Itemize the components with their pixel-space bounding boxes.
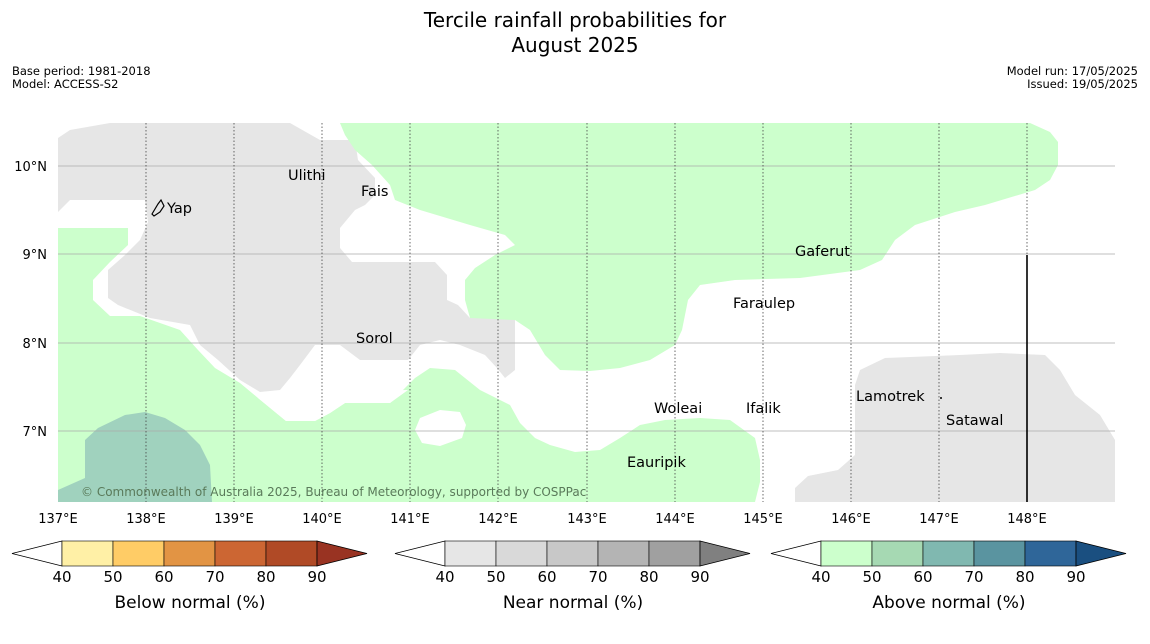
lon-label: 141°E bbox=[390, 512, 430, 527]
colorbar-tick-label: 90 bbox=[1066, 568, 1086, 586]
map-title: Tercile rainfall probabilities for Augus… bbox=[0, 8, 1150, 58]
colorbar-near-normal bbox=[394, 540, 751, 567]
lon-label: 137°E bbox=[38, 512, 78, 527]
lon-label: 143°E bbox=[567, 512, 607, 527]
colorbar-segment bbox=[214, 540, 267, 567]
place-label-fais: Fais bbox=[361, 184, 388, 200]
colorbar-extend-low bbox=[394, 540, 446, 567]
colorbar-segment bbox=[444, 540, 497, 567]
colorbar-tick-label: 60 bbox=[154, 568, 174, 586]
colorbar-tick-label: 40 bbox=[52, 568, 72, 586]
colorbar-tick-label: 80 bbox=[256, 568, 276, 586]
lon-label: 140°E bbox=[302, 512, 342, 527]
colorbar-segment bbox=[1024, 540, 1077, 567]
lon-label: 147°E bbox=[919, 512, 959, 527]
place-label-ifalik: Ifalik bbox=[746, 401, 781, 417]
base-period: Base period: 1981-2018 bbox=[12, 64, 151, 78]
lon-label: 144°E bbox=[655, 512, 695, 527]
lon-label: 145°E bbox=[743, 512, 783, 527]
issued-date: Issued: 19/05/2025 bbox=[1027, 77, 1138, 91]
lat-labels: 10°N 9°N 8°N 7°N bbox=[14, 160, 47, 440]
colorbar-tick-label: 80 bbox=[639, 568, 659, 586]
yap-island-shape bbox=[151, 198, 165, 217]
colorbar-tick-label: 70 bbox=[588, 568, 608, 586]
white-region-island bbox=[415, 410, 466, 446]
colorbar-segment bbox=[922, 540, 975, 567]
colorbar-tick-label: 40 bbox=[435, 568, 455, 586]
colorbar-above-normal bbox=[770, 540, 1127, 567]
lat-label: 9°N bbox=[23, 248, 48, 263]
colorbar-segment bbox=[820, 540, 873, 567]
map-area bbox=[58, 123, 1115, 502]
near-normal-region-west bbox=[58, 123, 515, 392]
below-normal-label: Below normal (%) bbox=[114, 593, 266, 613]
colorbar-tick-label: 70 bbox=[964, 568, 984, 586]
island-dot bbox=[940, 397, 942, 399]
colorbar-tick-label: 60 bbox=[537, 568, 557, 586]
white-region-south bbox=[258, 390, 408, 421]
lon-label: 142°E bbox=[478, 512, 518, 527]
lat-label: 10°N bbox=[14, 160, 47, 175]
colorbar-extend-low bbox=[770, 540, 822, 567]
colorbar-tick-label: 50 bbox=[486, 568, 506, 586]
near-normal-label: Near normal (%) bbox=[502, 593, 644, 613]
lon-labels: 137°E 138°E 139°E 140°E 141°E 142°E 143°… bbox=[38, 512, 1047, 527]
colorbar-tick-label: 80 bbox=[1015, 568, 1035, 586]
lon-label: 138°E bbox=[126, 512, 166, 527]
colorbar-segment bbox=[871, 540, 924, 567]
colorbar-segment bbox=[495, 540, 548, 567]
place-label-gaferut: Gaferut bbox=[795, 244, 850, 260]
lat-label: 8°N bbox=[23, 337, 48, 352]
place-label-ulithi: Ulithi bbox=[288, 168, 326, 184]
colorbar-extend-low bbox=[11, 540, 63, 567]
place-label-satawal: Satawal bbox=[946, 413, 1003, 429]
faraulep-island-shape bbox=[727, 332, 731, 335]
lat-label: 7°N bbox=[23, 425, 48, 440]
above-normal-region-south-west bbox=[58, 228, 760, 502]
copyright-text: © Commonwealth of Australia 2025, Bureau… bbox=[81, 485, 586, 499]
colorbar-segment bbox=[546, 540, 599, 567]
near-normal-region-east bbox=[795, 353, 1115, 502]
meta-right: Model run: 17/05/2025 Issued: 19/05/2025 bbox=[1007, 65, 1138, 91]
colorbar-tick-label: 90 bbox=[690, 568, 710, 586]
place-label-woleai: Woleai bbox=[654, 401, 702, 417]
model-name: Model: ACCESS-S2 bbox=[12, 77, 119, 91]
above-normal-strong-region bbox=[58, 412, 212, 502]
place-label-faraulep: Faraulep bbox=[733, 296, 795, 312]
model-run: Model run: 17/05/2025 bbox=[1006, 64, 1138, 78]
title-line-1: Tercile rainfall probabilities for bbox=[423, 8, 727, 32]
colorbar-tick-label: 40 bbox=[811, 568, 831, 586]
colorbar-tick-label: 70 bbox=[205, 568, 225, 586]
colorbar-segment bbox=[265, 540, 318, 567]
place-label-lamotrek: Lamotrek bbox=[856, 389, 925, 405]
place-labels: Yap Ulithi Fais Gaferut Faraulep Sorol W… bbox=[166, 168, 1003, 471]
colorbar-tick-label: 60 bbox=[913, 568, 933, 586]
above-normal-label: Above normal (%) bbox=[872, 593, 1026, 613]
place-label-sorol: Sorol bbox=[356, 331, 393, 347]
place-label-eauripik: Eauripik bbox=[627, 455, 686, 471]
lon-label: 139°E bbox=[214, 512, 254, 527]
colorbar-segment bbox=[597, 540, 650, 567]
place-label-yap: Yap bbox=[166, 201, 192, 217]
title-line-2: August 2025 bbox=[511, 33, 639, 57]
colorbar-segment bbox=[61, 540, 114, 567]
colorbar-segment bbox=[112, 540, 165, 567]
colorbar-tick-label: 90 bbox=[307, 568, 327, 586]
above-normal-region-north bbox=[340, 123, 1058, 371]
colorbar-extend-high bbox=[316, 540, 368, 567]
lon-label: 146°E bbox=[831, 512, 871, 527]
meta-left: Base period: 1981-2018 Model: ACCESS-S2 bbox=[12, 65, 151, 91]
colorbar-segment bbox=[163, 540, 216, 567]
lon-label: 148°E bbox=[1007, 512, 1047, 527]
colorbar-tick-label: 50 bbox=[862, 568, 882, 586]
colorbar-extend-high bbox=[699, 540, 751, 567]
colorbar-extend-high bbox=[1075, 540, 1127, 567]
colorbar-below-normal bbox=[11, 540, 368, 567]
colorbar-tick-label: 50 bbox=[103, 568, 123, 586]
lon-gridlines bbox=[145, 123, 1028, 502]
colorbar-segment bbox=[973, 540, 1026, 567]
colorbar-segment bbox=[648, 540, 701, 567]
